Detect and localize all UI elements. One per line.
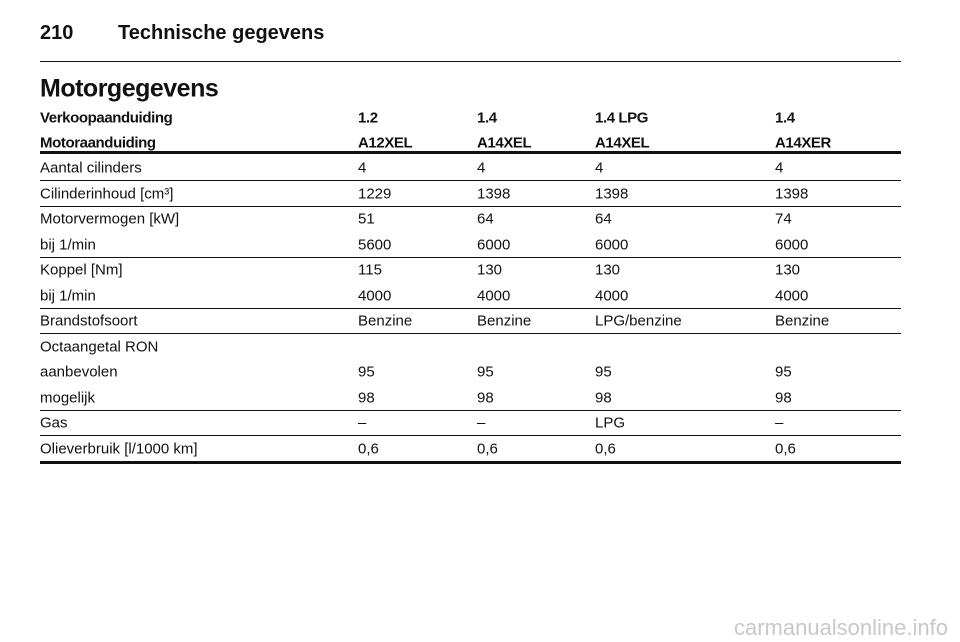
- cell-value: 98: [358, 389, 375, 406]
- cell-value: 6000: [477, 236, 511, 253]
- column-header: A14XEL: [595, 134, 650, 152]
- row-separator: [40, 205, 901, 207]
- cell-value: –: [358, 414, 367, 432]
- row-label: Gas: [40, 414, 68, 432]
- cell-value: –: [775, 414, 784, 432]
- row-label: aanbevolen: [40, 363, 118, 381]
- cell-value: 1398: [595, 185, 629, 202]
- row-separator: [40, 460, 901, 464]
- cell-value: 95: [477, 363, 494, 381]
- cell-value: 0,6: [775, 440, 796, 457]
- cell-value: 4: [595, 159, 604, 177]
- cell-value: LPG/benzine: [595, 312, 682, 330]
- cell-value: 4: [477, 159, 486, 177]
- cell-value: 95: [775, 363, 792, 381]
- column-header: 1.2: [358, 109, 378, 127]
- watermark: carmanualsonline.info: [733, 615, 948, 640]
- cell-value: 4: [358, 159, 367, 177]
- cell-value: LPG: [595, 414, 626, 432]
- column-header: 1.4 LPG: [595, 109, 649, 127]
- column-header: A14XEL: [477, 134, 532, 152]
- cell-value: 4000: [477, 287, 511, 304]
- row-label: bij 1/min: [40, 287, 96, 304]
- cell-value: 0,6: [477, 440, 498, 457]
- cell-value: 95: [595, 363, 612, 381]
- cell-value: 74: [775, 210, 792, 228]
- row-label: Motorvermogen [kW]: [40, 210, 180, 228]
- row-label: Koppel [Nm]: [40, 261, 123, 279]
- row-label: Octaangetal RON: [40, 338, 159, 355]
- cell-value: 95: [358, 363, 375, 381]
- cell-value: 4: [775, 159, 784, 177]
- cell-value: Benzine: [775, 312, 830, 330]
- row-label: Olieverbruik [l/1000 km]: [40, 440, 198, 457]
- row-separator: [40, 435, 901, 436]
- row-label: Aantal cilinders: [40, 159, 142, 177]
- cell-value: 98: [775, 389, 792, 406]
- cell-value: 130: [595, 261, 621, 279]
- header-rule: [40, 61, 901, 62]
- cell-value: 64: [595, 210, 612, 228]
- cell-value: 64: [477, 210, 494, 228]
- row-separator: [40, 180, 901, 181]
- page-number: 210: [40, 22, 74, 44]
- column-header: A14XER: [775, 134, 831, 152]
- cell-value: 98: [595, 389, 612, 406]
- column-header: 1.4: [775, 109, 795, 127]
- page-title: Technische gegevens: [118, 22, 325, 44]
- cell-value: 6000: [595, 236, 629, 253]
- cell-value: Benzine: [358, 312, 413, 330]
- cell-value: 98: [477, 389, 494, 406]
- row-separator: [40, 333, 901, 334]
- cell-value: 51: [358, 210, 375, 228]
- cell-value: 4000: [595, 287, 629, 304]
- row-label: Brandstofsoort: [40, 312, 138, 330]
- cell-value: 1229: [358, 185, 392, 202]
- cell-value: 6000: [775, 236, 809, 253]
- cell-value: 1398: [775, 185, 809, 202]
- column-header: 1.4: [477, 109, 497, 127]
- cell-value: Benzine: [477, 312, 532, 330]
- cell-value: 0,6: [595, 440, 616, 457]
- row-label: bij 1/min: [40, 236, 96, 253]
- row-label: Cilinderinhoud [cm³]: [40, 185, 174, 202]
- cell-value: 1398: [477, 185, 511, 202]
- cell-value: 0,6: [358, 440, 379, 457]
- row-label: mogelijk: [40, 389, 96, 406]
- cell-value: 4000: [358, 287, 392, 304]
- column-header-label: Motoraanduiding: [40, 134, 156, 152]
- cell-value: 4000: [775, 287, 809, 304]
- column-header-label: Verkoopaanduiding: [40, 109, 173, 127]
- row-separator: [40, 256, 901, 258]
- cell-value: 115: [358, 261, 382, 279]
- cell-value: 130: [775, 261, 801, 279]
- cell-value: 130: [477, 261, 503, 279]
- table-header-rule: [40, 151, 901, 154]
- cell-value: 5600: [358, 236, 392, 253]
- row-separator: [40, 409, 901, 411]
- section-title: Motorgegevens: [40, 74, 219, 103]
- row-separator: [40, 307, 901, 309]
- cell-value: –: [477, 414, 486, 432]
- column-header: A12XEL: [358, 134, 413, 152]
